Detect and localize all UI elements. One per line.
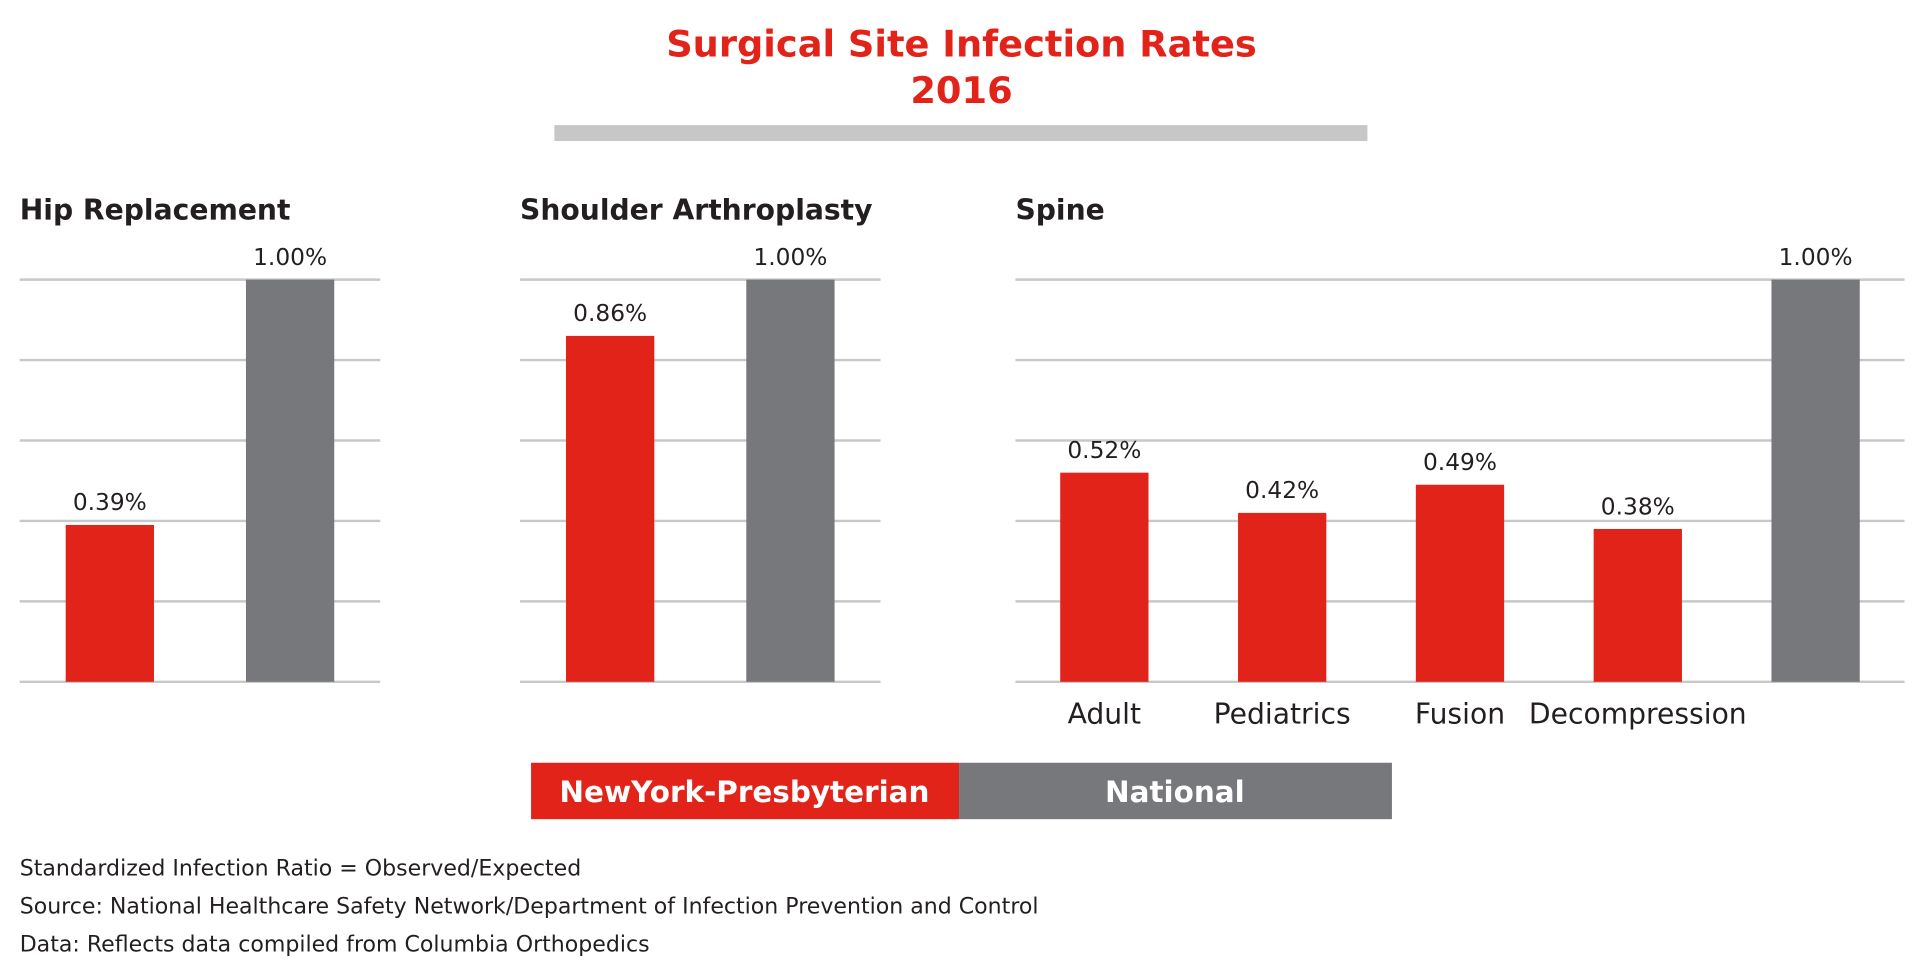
bar [1771,279,1860,682]
note: Source: National Healthcare Safety Netwo… [20,895,1039,920]
bar [1593,528,1682,682]
chart-subtitle: 2016 [910,69,1012,112]
note: Data: Reflects data compiled from Columb… [20,933,650,958]
legend-swatch [531,762,960,820]
bar [65,524,154,682]
chart-title: Surgical Site Infection Rates [666,22,1257,65]
data-label: 0.52% [1067,437,1141,464]
divider [554,125,1368,142]
bar [1060,472,1149,682]
data-label: 1.00% [253,244,327,271]
data-label: 0.42% [1245,477,1319,504]
note: Standardized Infection Ratio = Observed/… [20,857,582,882]
legend-swatch [959,762,1392,820]
x-tick-label: Pediatrics [1214,698,1351,731]
data-label: 0.39% [73,489,147,516]
bar [245,279,335,682]
x-tick-label: Adult [1068,698,1141,731]
bar [1238,512,1327,682]
x-tick-label: Decompression [1529,698,1747,731]
data-label: 0.38% [1601,493,1675,520]
data-label: 0.86% [573,300,647,327]
chart-subtitle: Hip Replacement [20,194,291,227]
bar [566,335,655,682]
data-label: 0.49% [1423,449,1497,476]
x-tick-label: Fusion [1415,698,1505,731]
data-label: 1.00% [753,244,827,271]
bar [746,279,835,682]
chart-subtitle: Spine [1015,194,1104,227]
bar [1415,484,1505,682]
chart-subtitle: Shoulder Arthroplasty [520,194,872,227]
data-label: 1.00% [1779,244,1853,271]
legend-label: National [1105,775,1245,809]
legend-label: NewYork-Presbyterian [559,775,929,809]
